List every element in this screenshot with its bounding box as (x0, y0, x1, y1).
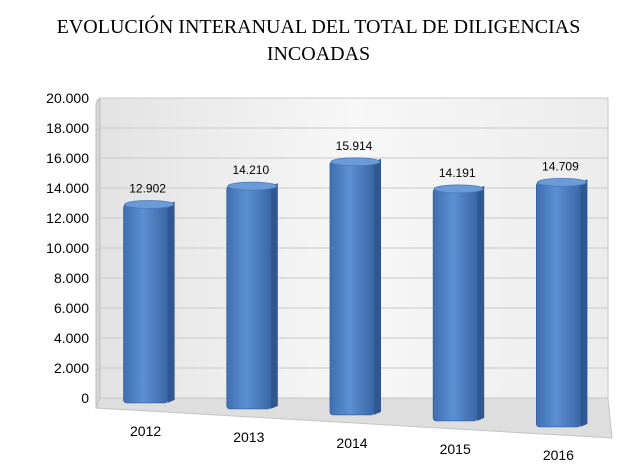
bar-top-cap (227, 181, 278, 191)
y-tick-label: 8.000 (54, 270, 89, 286)
gridline-side (95, 247, 101, 252)
x-tick-label-2012: 2012 (130, 423, 161, 439)
data-label-2015: 14.191 (439, 166, 476, 180)
chart-title-line-1: EVOLUCIÓN INTERANUAL DEL TOTAL DE DILIGE… (56, 16, 581, 38)
gridline-side (95, 127, 101, 132)
y-tick-label: 0 (81, 390, 89, 406)
bar-side (477, 185, 485, 421)
y-tick-label: 20.000 (46, 90, 89, 106)
bar-2013 (226, 185, 272, 410)
y-tick-label: 10.000 (46, 240, 89, 256)
gridline-side (95, 157, 101, 162)
bar-side (374, 158, 381, 415)
data-label-2012: 12.902 (129, 181, 166, 195)
bar-2012 (123, 204, 168, 404)
bar-top-cap (124, 200, 175, 209)
chart-side-wall (95, 96, 101, 409)
y-tick-label: 18.000 (46, 120, 89, 136)
bar-top-cap (433, 184, 484, 194)
gridline-side (95, 307, 101, 312)
y-tick-label: 2.000 (54, 360, 89, 376)
bar-2015 (432, 188, 478, 422)
y-tick-label: 12.000 (46, 210, 89, 226)
x-tick-label-2014: 2014 (336, 435, 367, 451)
bar-2014 (329, 161, 375, 416)
bar-side (167, 201, 175, 403)
bar-top-cap (330, 157, 381, 167)
bar-side (270, 183, 278, 409)
data-label-2013: 14.210 (232, 163, 269, 177)
x-tick-label-2016: 2016 (543, 447, 574, 463)
bar-2016 (536, 181, 581, 428)
gridline-side (95, 217, 101, 222)
y-tick-label: 4.000 (54, 330, 89, 346)
bar-top-cap (537, 177, 587, 187)
gridline-side (95, 367, 101, 372)
bar-side (580, 179, 588, 427)
y-tick-label: 14.000 (46, 180, 89, 196)
data-label-2016: 14.709 (542, 159, 579, 173)
gridline-side (95, 97, 101, 102)
y-tick-label: 16.000 (46, 150, 89, 166)
gridline-side (95, 277, 101, 282)
x-tick-label-2013: 2013 (233, 429, 264, 445)
y-tick-label: 6.000 (54, 300, 89, 316)
chart-title: EVOLUCIÓN INTERANUAL DEL TOTAL DE DILIGE… (0, 14, 637, 68)
data-label-2014: 15.914 (336, 139, 373, 153)
gridline-side (95, 187, 101, 192)
x-tick-label-2015: 2015 (440, 441, 471, 457)
gridline-side (95, 337, 101, 342)
chart-title-line-2: INCOADAS (266, 43, 371, 65)
